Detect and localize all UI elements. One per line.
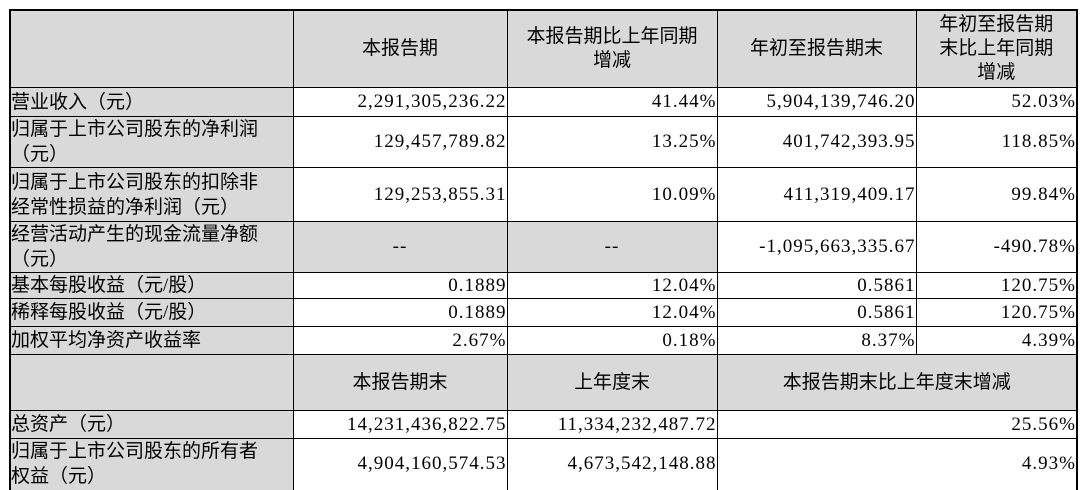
- row-label: 营业收入（元）: [9, 87, 294, 117]
- cell-value: 0.5861: [716, 272, 917, 299]
- col-header-current-period: 本报告期: [292, 9, 508, 88]
- table-row-shareholders-equity: 归属于上市公司股东的所有者 权益（元） 4,904,160,574.53 4,6…: [9, 438, 1078, 490]
- cell-value: 0.1889: [292, 272, 508, 299]
- cell-value: 0.18%: [506, 326, 718, 355]
- table-row-revenue: 营业收入（元） 2,291,305,236.22 41.44% 5,904,13…: [9, 87, 1078, 117]
- cell-value-na: --: [506, 221, 718, 273]
- col-header-blank: [9, 354, 294, 411]
- table-row-diluted-eps: 稀释每股收益（元/股） 0.1889 12.04% 0.5861 120.75%: [9, 298, 1078, 327]
- table-row-net-profit-excl-nonrecurring: 归属于上市公司股东的扣除非 经常性损益的净利润（元） 129,253,855.3…: [9, 167, 1078, 222]
- cell-value: 10.09%: [506, 167, 718, 222]
- cell-value: 41.44%: [506, 87, 718, 117]
- cell-value: 12.04%: [506, 298, 718, 327]
- cell-value: 118.85%: [915, 116, 1078, 168]
- cell-value: 0.1889: [292, 298, 508, 327]
- col-header-current-period-yoy-change: 本报告期比上年同期 增减: [506, 9, 718, 88]
- col-header-blank: [9, 9, 294, 88]
- cell-value: 8.37%: [716, 326, 917, 355]
- col-header-year-to-date-yoy-change: 年初至报告期 末比上年同期 增减: [915, 9, 1078, 88]
- table-row-total-assets: 总资产（元） 14,231,436,822.75 11,334,232,487.…: [9, 410, 1078, 439]
- financial-summary-table: 本报告期 本报告期比上年同期 增减 年初至报告期末 年初至报告期 末比上年同期 …: [9, 9, 1078, 490]
- cell-value: 99.84%: [915, 167, 1078, 222]
- table-row-weighted-avg-roe: 加权平均净资产收益率 2.67% 0.18% 8.37% 4.39%: [9, 326, 1078, 355]
- cell-value: 129,253,855.31: [292, 167, 508, 222]
- row-label: 稀释每股收益（元/股）: [9, 298, 294, 327]
- cell-value: -490.78%: [915, 221, 1078, 273]
- cell-value: -1,095,663,335.67: [716, 221, 917, 273]
- cell-value: 120.75%: [915, 272, 1078, 299]
- cell-value: 120.75%: [915, 298, 1078, 327]
- col-header-period-end-change: 本报告期末比上年度末增减: [716, 354, 1078, 411]
- cell-value: 52.03%: [915, 87, 1078, 117]
- col-header-end-of-last-year: 上年度末: [506, 354, 718, 411]
- row-label: 经营活动产生的现金流量净额 （元）: [9, 221, 294, 273]
- col-header-end-of-period: 本报告期末: [292, 354, 508, 411]
- cell-value-na: --: [292, 221, 508, 273]
- cell-value: 4,904,160,574.53: [292, 438, 508, 490]
- table-row-basic-eps: 基本每股收益（元/股） 0.1889 12.04% 0.5861 120.75%: [9, 272, 1078, 299]
- cell-value: 14,231,436,822.75: [292, 410, 508, 439]
- cell-value: 4.93%: [716, 438, 1078, 490]
- row-label: 归属于上市公司股东的净利润 （元）: [9, 116, 294, 168]
- cell-value: 4.39%: [915, 326, 1078, 355]
- row-label: 归属于上市公司股东的所有者 权益（元）: [9, 438, 294, 490]
- cell-value: 5,904,139,746.20: [716, 87, 917, 117]
- cell-value: 4,673,542,148.88: [506, 438, 718, 490]
- row-label: 基本每股收益（元/股）: [9, 272, 294, 299]
- row-label: 归属于上市公司股东的扣除非 经常性损益的净利润（元）: [9, 167, 294, 222]
- cell-value: 12.04%: [506, 272, 718, 299]
- header-row-period-end: 本报告期末 上年度末 本报告期末比上年度末增减: [9, 354, 1078, 411]
- cell-value: 25.56%: [716, 410, 1078, 439]
- cell-value: 2,291,305,236.22: [292, 87, 508, 117]
- row-label: 加权平均净资产收益率: [9, 326, 294, 355]
- cell-value: 129,457,789.82: [292, 116, 508, 168]
- row-label: 总资产（元）: [9, 410, 294, 439]
- cell-value: 2.67%: [292, 326, 508, 355]
- cell-value: 11,334,232,487.72: [506, 410, 718, 439]
- col-header-year-to-date: 年初至报告期末: [716, 9, 917, 88]
- table-row-net-profit: 归属于上市公司股东的净利润 （元） 129,457,789.82 13.25% …: [9, 116, 1078, 168]
- cell-value: 13.25%: [506, 116, 718, 168]
- cell-value: 401,742,393.95: [716, 116, 917, 168]
- cell-value: 0.5861: [716, 298, 917, 327]
- cell-value: 411,319,409.17: [716, 167, 917, 222]
- header-row-period: 本报告期 本报告期比上年同期 增减 年初至报告期末 年初至报告期 末比上年同期 …: [9, 9, 1078, 88]
- table-row-operating-cash-flow: 经营活动产生的现金流量净额 （元） -- -- -1,095,663,335.6…: [9, 221, 1078, 273]
